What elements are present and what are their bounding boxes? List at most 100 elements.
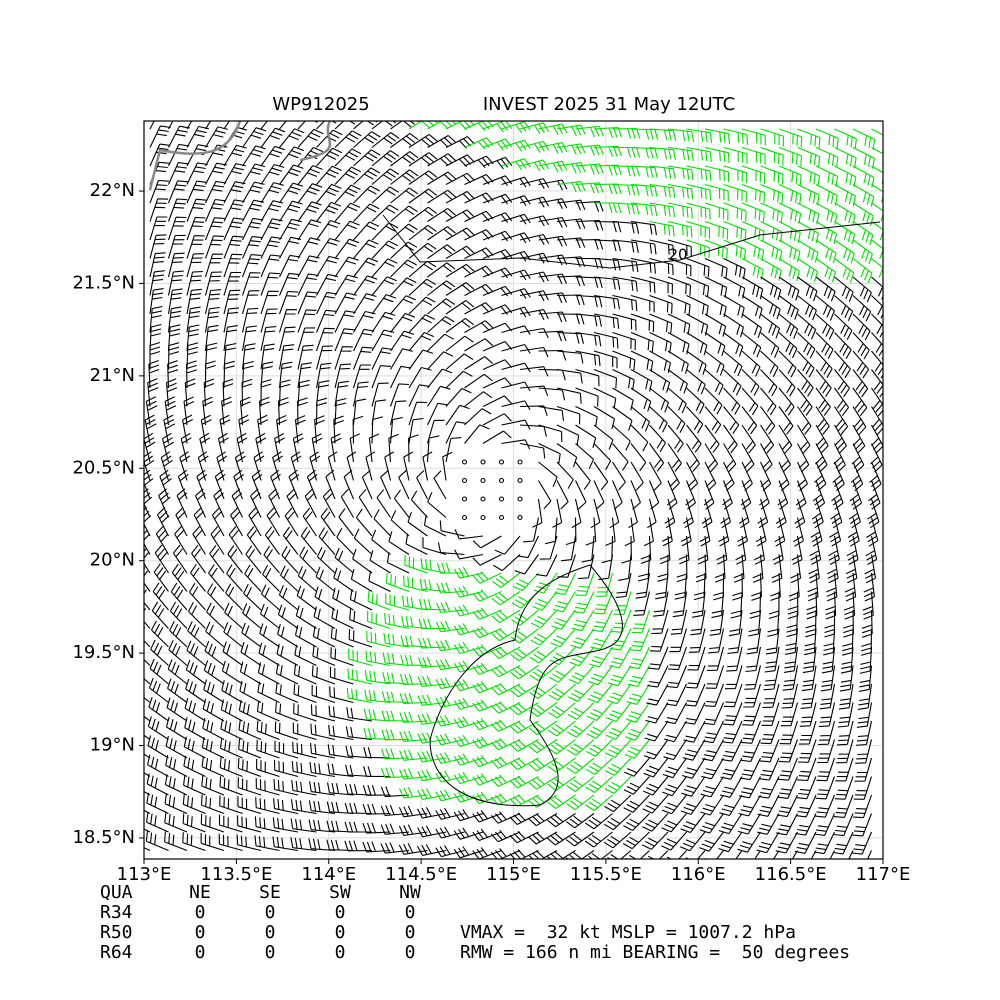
wind-barb — [389, 383, 410, 407]
wind-barb — [686, 443, 700, 472]
wind-barb — [832, 831, 854, 855]
wind-barb — [223, 144, 247, 167]
wind-barb — [834, 387, 850, 417]
wind-barb — [149, 658, 169, 685]
wind-barb — [334, 220, 360, 241]
wind-barb — [371, 132, 400, 148]
wind-barb — [704, 128, 731, 145]
wind-barb — [756, 831, 780, 854]
wind-barb — [642, 776, 669, 796]
wind-barb — [390, 330, 415, 352]
wind-barb — [161, 432, 174, 463]
wind-barb — [538, 142, 568, 154]
wind-barb — [681, 776, 706, 797]
barb-layer — [144, 121, 883, 859]
wind-barb — [727, 628, 743, 655]
wind-barb — [680, 813, 706, 834]
table-cell: 0 — [195, 922, 206, 943]
wind-barb — [721, 720, 743, 744]
wind-barb — [408, 206, 438, 222]
wind-barb — [453, 716, 484, 729]
wind-barb — [334, 328, 355, 352]
wind-barb — [852, 406, 867, 436]
wind-barb — [575, 331, 602, 347]
wind-barb — [778, 295, 799, 320]
table-cell: 0 — [405, 942, 416, 963]
wind-barb — [593, 239, 622, 252]
wind-barb — [464, 137, 494, 150]
wind-barb — [571, 498, 582, 529]
wind-barb — [491, 591, 521, 606]
wind-barb — [760, 183, 784, 204]
wind-barb — [382, 671, 410, 685]
wind-barb — [783, 646, 799, 673]
wind-barb — [293, 683, 317, 704]
wind-barb — [315, 327, 335, 352]
wind-barb — [464, 121, 494, 132]
wind-barb — [501, 139, 531, 152]
wind-barb — [637, 554, 651, 582]
wind-barb — [427, 121, 457, 130]
wind-barb — [334, 256, 359, 278]
wind-barb — [758, 757, 780, 781]
wind-barb — [699, 517, 711, 547]
wind-barb — [775, 498, 787, 529]
wind-barb — [223, 163, 247, 185]
wind-barb — [385, 593, 410, 611]
wind-barb — [625, 720, 650, 741]
wind-barb — [204, 198, 226, 222]
wind-barb — [546, 850, 576, 859]
wind-barb — [453, 771, 484, 785]
wind-barb — [364, 670, 391, 685]
wind-barb — [239, 396, 251, 426]
wind-barb — [266, 507, 280, 537]
wind-barb — [427, 316, 455, 333]
wind-barb — [538, 387, 566, 401]
wind-barb — [464, 302, 494, 315]
wind-barb — [815, 313, 835, 340]
wind-barb — [556, 350, 584, 364]
wind-barb — [223, 307, 240, 333]
wind-barb — [493, 554, 521, 572]
wind-barb — [630, 369, 653, 392]
wind-barb — [453, 734, 484, 748]
wind-barb — [556, 443, 578, 468]
wind-barb — [528, 720, 558, 736]
wind-barb — [260, 182, 284, 204]
wind-barb — [399, 674, 428, 685]
wind-barb — [445, 353, 474, 370]
wind-barb — [757, 794, 780, 817]
wind-barb — [834, 406, 849, 435]
wind-barb — [254, 835, 280, 852]
wind-barb — [648, 646, 669, 670]
wind-barb — [204, 306, 220, 333]
wind-barb — [225, 583, 243, 611]
wind-barb — [547, 739, 576, 755]
wind-barb — [871, 387, 883, 417]
wind-barb — [624, 739, 650, 759]
wind-barb — [371, 186, 399, 204]
wind-barb — [408, 366, 432, 389]
wind-barb — [334, 363, 352, 389]
wind-barb — [871, 350, 883, 379]
wind-barb — [547, 794, 576, 810]
wind-barb — [260, 145, 285, 167]
wind-barb — [472, 717, 502, 731]
wind-barb — [760, 202, 784, 224]
wind-barb — [315, 362, 332, 389]
wind-barb — [257, 681, 280, 703]
wind-barb — [390, 132, 419, 148]
wind-barb — [241, 378, 253, 407]
wind-barb — [809, 535, 822, 565]
wind-barb — [816, 757, 836, 782]
wind-barb — [241, 360, 254, 389]
wind-barb — [246, 526, 262, 555]
wind-barb — [630, 276, 656, 294]
wind-barb — [701, 757, 724, 780]
wind-barb — [778, 258, 800, 282]
wind-barb — [618, 554, 632, 581]
wind-barb — [797, 313, 817, 340]
wind-barb — [417, 675, 447, 687]
wind-barb — [241, 254, 262, 278]
wind-barb — [556, 199, 586, 211]
